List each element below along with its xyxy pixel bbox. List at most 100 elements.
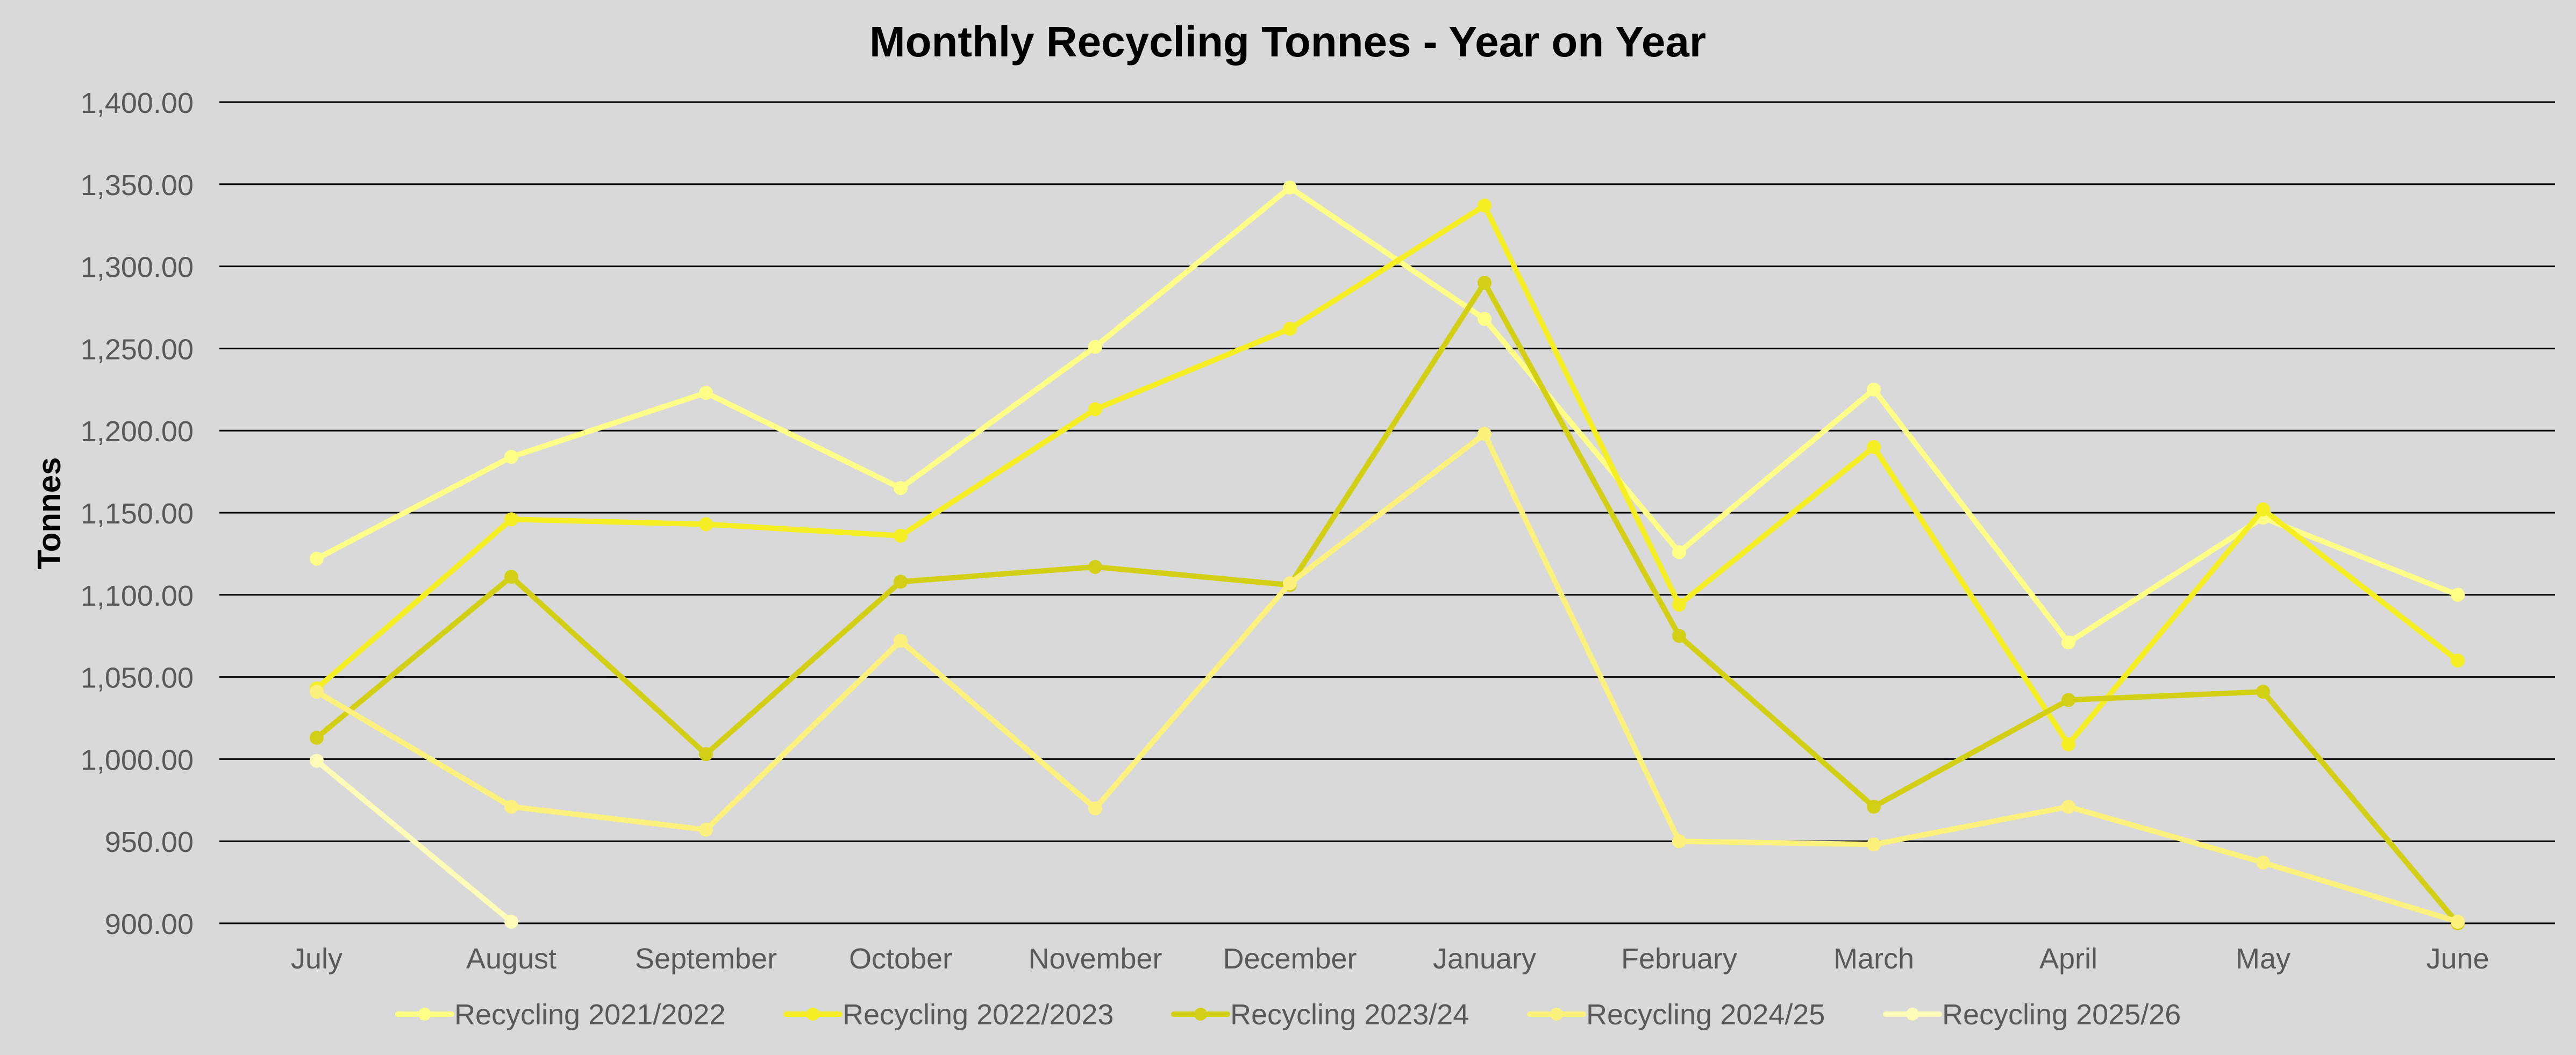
x-tick-label: December: [1223, 943, 1357, 975]
series-line: [314, 758, 514, 924]
data-point: [1283, 576, 1297, 591]
y-tick-label: 1,400.00: [81, 87, 194, 119]
data-point: [2451, 587, 2465, 602]
data-point: [2256, 685, 2270, 699]
data-point: [699, 385, 713, 400]
data-point: [1867, 800, 1881, 814]
y-tick-label: 900.00: [105, 908, 194, 941]
data-point: [2061, 737, 2075, 751]
data-point: [2061, 800, 2075, 814]
chart-title: Monthly Recycling Tonnes - Year on Year: [869, 18, 1706, 66]
y-tick-label: 1,000.00: [81, 744, 194, 776]
series-line: [314, 280, 2460, 926]
data-point: [1088, 402, 1102, 417]
data-point: [699, 747, 713, 762]
data-point: [1283, 180, 1297, 195]
data-point: [894, 528, 908, 543]
x-tick-label: May: [2236, 943, 2290, 975]
x-axis-ticks: July August September October November Decemb…: [291, 943, 2489, 975]
y-tick-label: 1,050.00: [81, 662, 194, 694]
data-point: [699, 822, 713, 837]
legend-marker: [807, 1008, 819, 1021]
data-point: [2061, 693, 2075, 707]
data-point: [2256, 502, 2270, 516]
series-layer: [310, 180, 2465, 930]
legend-marker: [1906, 1008, 1919, 1021]
series-1: [310, 180, 2465, 650]
x-tick-label: August: [466, 943, 556, 975]
data-point: [1478, 276, 1492, 290]
legend-item: Recycling 2022/2023: [783, 999, 1114, 1031]
data-point: [504, 800, 518, 814]
data-point: [504, 914, 518, 929]
y-tick-label: 1,300.00: [81, 252, 194, 284]
data-point: [310, 753, 324, 768]
x-tick-label: April: [2039, 943, 2097, 975]
legend-marker: [1550, 1008, 1563, 1021]
legend-label: Recycling 2022/2023: [843, 999, 1114, 1031]
data-point: [1672, 629, 1686, 643]
data-point: [699, 517, 713, 532]
legend-marker: [1194, 1008, 1207, 1021]
legend-item: Recycling 2023/24: [1171, 999, 1469, 1031]
data-point: [1867, 440, 1881, 454]
series-line: [314, 203, 2460, 747]
data-point: [504, 570, 518, 584]
data-point: [1672, 545, 1686, 559]
x-tick-label: March: [1833, 943, 1914, 975]
series-2: [310, 198, 2465, 751]
data-point: [2451, 914, 2465, 929]
data-point: [310, 730, 324, 745]
x-tick-label: November: [1028, 943, 1162, 975]
data-point: [504, 512, 518, 527]
legend-item: Recycling 2021/2022: [395, 999, 725, 1031]
data-point: [310, 551, 324, 566]
series-line: [314, 431, 2460, 924]
legend-label: Recycling 2025/26: [1942, 999, 2181, 1031]
data-point: [894, 634, 908, 648]
legend-item: Recycling 2024/25: [1527, 999, 1825, 1031]
x-tick-label: January: [1433, 943, 1536, 975]
x-tick-label: July: [291, 943, 342, 975]
data-point: [1088, 340, 1102, 354]
series-line: [314, 184, 2460, 645]
y-tick-label: 1,100.00: [81, 580, 194, 612]
y-axis-ticks: 900.00 950.00 1,000.00 1,050.00 1,100.00 1,15…: [81, 87, 194, 941]
series-4: [310, 427, 2465, 929]
legend-item: Recycling 2025/26: [1883, 999, 2181, 1031]
y-tick-label: 1,350.00: [81, 169, 194, 202]
data-point: [2451, 654, 2465, 668]
x-tick-label: June: [2426, 943, 2489, 975]
legend-marker: [418, 1008, 431, 1021]
legend: Recycling 2021/2022 Recycling 2022/2023 Re…: [395, 999, 2181, 1031]
series-5: [310, 753, 518, 929]
data-point: [2256, 855, 2270, 870]
data-point: [1672, 598, 1686, 612]
data-point: [1867, 382, 1881, 397]
data-point: [1478, 198, 1492, 213]
data-point: [1283, 321, 1297, 336]
y-tick-label: 1,250.00: [81, 333, 194, 365]
x-tick-label: September: [635, 943, 777, 975]
y-tick-label: 1,200.00: [81, 415, 194, 448]
y-tick-label: 1,150.00: [81, 498, 194, 530]
data-point: [1088, 801, 1102, 816]
legend-label: Recycling 2024/25: [1586, 999, 1825, 1031]
x-tick-label: October: [849, 943, 952, 975]
data-point: [1478, 427, 1492, 441]
y-axis-label: Tonnes: [31, 457, 67, 570]
series-3: [310, 276, 2465, 930]
data-point: [2061, 635, 2075, 650]
data-point: [1867, 837, 1881, 852]
y-tick-label: 950.00: [105, 826, 194, 858]
data-point: [310, 685, 324, 699]
data-point: [894, 575, 908, 589]
data-point: [504, 450, 518, 464]
legend-label: Recycling 2023/24: [1230, 999, 1469, 1031]
data-point: [1478, 312, 1492, 326]
data-point: [1672, 834, 1686, 849]
x-tick-label: February: [1621, 943, 1737, 975]
legend-label: Recycling 2021/2022: [454, 999, 725, 1031]
